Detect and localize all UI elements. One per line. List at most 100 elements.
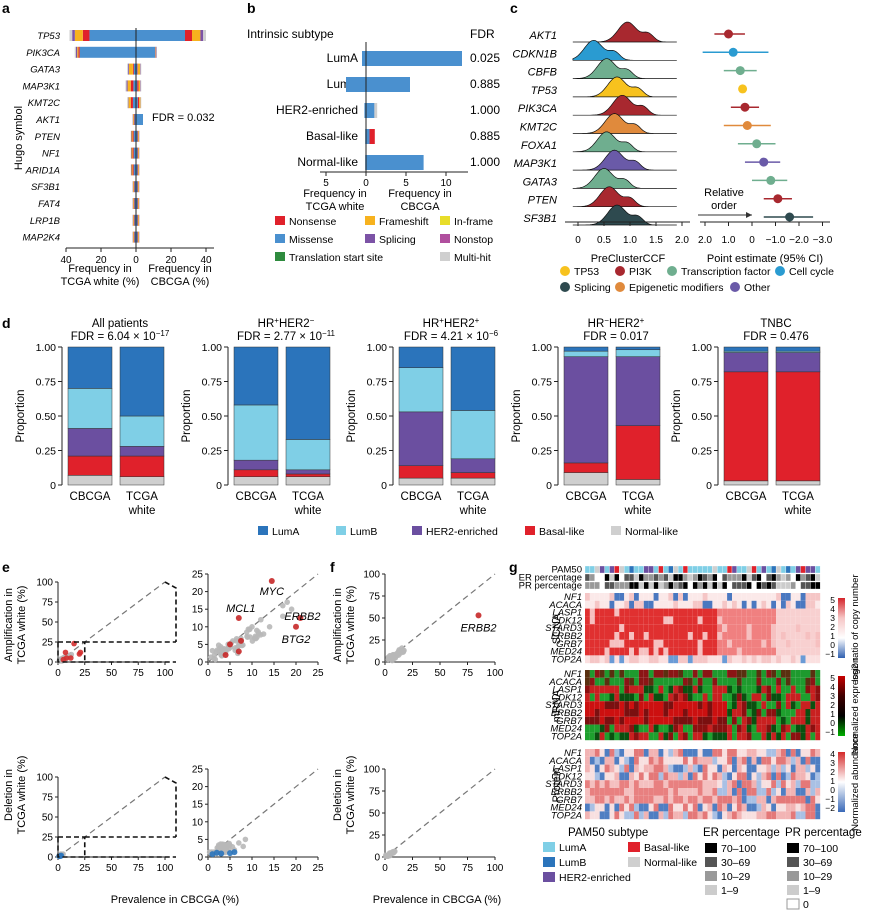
heatmap-cell [776, 640, 781, 648]
heatmap-cell [771, 640, 776, 648]
heatmap-cell [629, 796, 634, 804]
heatmap-cell [742, 749, 747, 757]
heatmap-cell [619, 757, 624, 765]
heatmap-cell [757, 655, 762, 663]
annotation-cell [600, 582, 605, 589]
heatmap-cell [600, 686, 605, 694]
tick-label: 0 [382, 668, 388, 679]
heatmap-cell [752, 804, 757, 812]
heatmap-cell [761, 632, 766, 640]
tick-label: 20 [192, 587, 204, 598]
heatmap-cell [590, 670, 595, 678]
heatmap-cell [815, 655, 820, 663]
heatmap-cell [786, 632, 791, 640]
heatmap-cell [663, 693, 668, 701]
heatmap-cell [683, 655, 688, 663]
heatmap-cell [698, 655, 703, 663]
panel-b-xlabel-left-2: TCGA white [306, 201, 365, 213]
panel-a-ylabel: Hugo symbol [13, 106, 25, 170]
heatmap-cell [688, 788, 693, 796]
heatmap-cell [610, 725, 615, 733]
heatmap-cell [590, 632, 595, 640]
heatmap-cell [786, 686, 791, 694]
heatmap-cell [659, 701, 664, 709]
heatmap-cell [781, 772, 786, 780]
panel-d-xcat: TCGA [457, 491, 489, 503]
heatmap-cell [786, 601, 791, 609]
tick-label: 25 [192, 570, 204, 581]
heatmap-cell [624, 765, 629, 773]
panel-b-category: HER2-enriched [276, 103, 358, 117]
heatmap-cell [688, 717, 693, 725]
heatmap-cell [614, 788, 619, 796]
legend-swatch [365, 234, 375, 243]
heatmap-cell [737, 640, 742, 648]
heatmap-cell [688, 609, 693, 617]
heatmap-cell [791, 609, 796, 617]
heatmap-cell [698, 717, 703, 725]
heatmap-cell [678, 804, 683, 812]
heatmap-cell [776, 796, 781, 804]
heatmap-cell [600, 717, 605, 725]
panel-a-bar-right-seg [138, 148, 139, 159]
heatmap-cell [590, 648, 595, 656]
heatmap-cell [791, 655, 796, 663]
panel-c-estimate-point [743, 121, 752, 130]
heatmap-cell [678, 788, 683, 796]
heatmap-cell [629, 811, 634, 819]
heatmap-cell [698, 678, 703, 686]
legend-swatch [787, 899, 799, 909]
heatmap-cell [624, 593, 629, 601]
heatmap-cell [737, 732, 742, 740]
heatmap-cell [668, 717, 673, 725]
heatmap-cell [703, 670, 708, 678]
heatmap-cell [781, 725, 786, 733]
legend-swatch [611, 526, 621, 535]
heatmap-cell [644, 796, 649, 804]
heatmap-cell [590, 788, 595, 796]
heatmap-cell [781, 709, 786, 717]
exp: −11 [322, 329, 336, 338]
scatter-point [218, 850, 224, 856]
heatmap-cell [708, 717, 713, 725]
heatmap-cell [810, 693, 815, 701]
heatmap-cell [644, 601, 649, 609]
heatmap-cell [727, 709, 732, 717]
heatmap-cell [634, 648, 639, 656]
panel-c-gene-label: AKT1 [528, 30, 557, 42]
legend-label: TP53 [574, 266, 599, 278]
heatmap-cell [717, 670, 722, 678]
heatmap-cell [815, 804, 820, 812]
annotation-cell [619, 582, 624, 589]
annotation-cell [703, 566, 708, 573]
heatmap-cell [703, 616, 708, 624]
panel-a-xlabel-left-2: TCGA white (%) [61, 276, 140, 288]
annotation-cell [806, 574, 811, 581]
heatmap-cell [673, 772, 678, 780]
heatmap-cell [600, 609, 605, 617]
annotation-cell [688, 566, 693, 573]
heatmap-cell [610, 648, 615, 656]
heatmap-cell [600, 765, 605, 773]
heatmap-cell [590, 678, 595, 686]
heatmap-cell [810, 670, 815, 678]
annotation-cell [619, 566, 624, 573]
heatmap-cell [590, 772, 595, 780]
heatmap-cell [600, 601, 605, 609]
heatmap-cell [791, 780, 796, 788]
panel-a-bar-left-seg [77, 47, 78, 58]
heatmap-cell [810, 717, 815, 725]
heatmap-cell [649, 609, 654, 617]
heatmap-cell [624, 693, 629, 701]
tick-label: 15 [192, 605, 204, 616]
heatmap-cell [737, 616, 742, 624]
tick-label: 100 [157, 863, 174, 874]
heatmap-cell [796, 686, 801, 694]
heatmap-cell [796, 772, 801, 780]
heatmap-cell [722, 686, 727, 694]
heatmap-cell [712, 709, 717, 717]
heatmap-cell [614, 601, 619, 609]
annotation-cell [717, 566, 722, 573]
panel-a-bar-right-seg [138, 131, 139, 142]
